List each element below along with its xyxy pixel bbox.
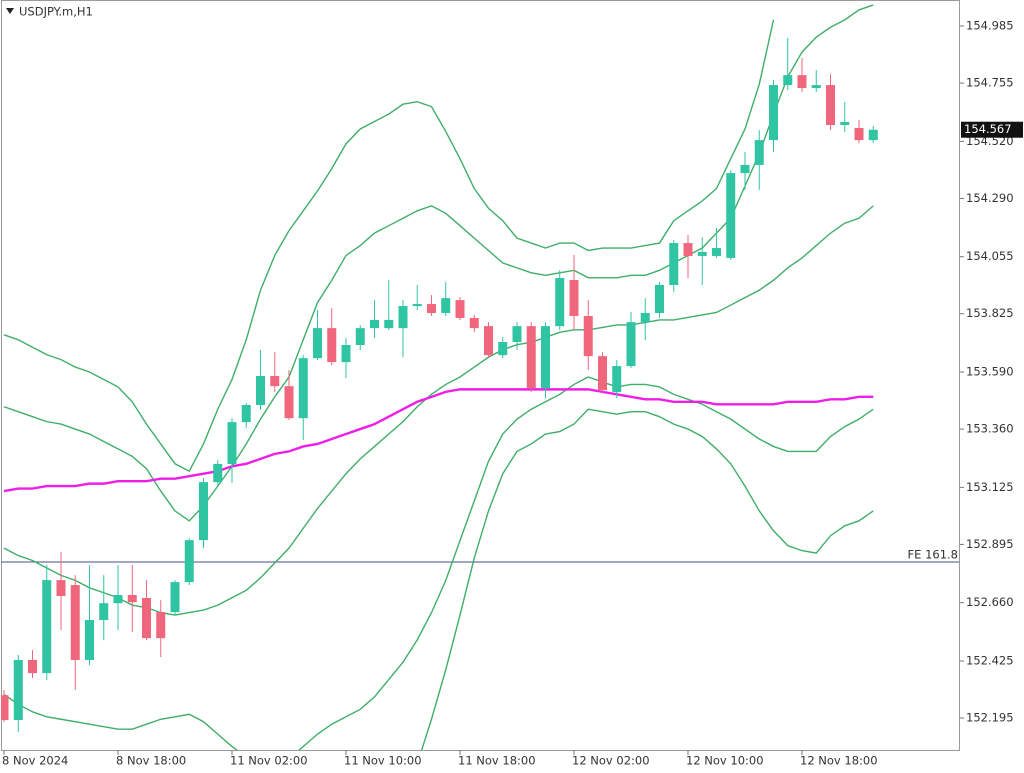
candle-body xyxy=(797,75,807,89)
y-tick-label: 154.985 xyxy=(966,19,1014,33)
candle-body xyxy=(313,328,322,359)
last-price-tag xyxy=(961,121,1023,138)
indicator-line xyxy=(3,19,775,473)
candle-body xyxy=(398,306,408,329)
candle-body xyxy=(598,356,607,391)
candle-body xyxy=(170,582,180,613)
candle-body xyxy=(256,375,265,406)
candle-body xyxy=(441,298,451,313)
y-tick-label: 153.590 xyxy=(966,365,1014,379)
indicator-line xyxy=(3,388,874,493)
candle-body xyxy=(70,585,80,660)
candle-body xyxy=(99,603,109,621)
indicator-line xyxy=(420,408,874,750)
y-tick-label: 152.425 xyxy=(966,653,1014,667)
candle-body xyxy=(854,127,864,141)
chart-title: USDJPY.m,H1 xyxy=(19,5,93,19)
candle-body xyxy=(612,366,622,393)
candle-body xyxy=(769,85,778,141)
candle-body xyxy=(555,278,565,327)
candle-body xyxy=(241,405,251,423)
candle-body xyxy=(412,304,422,307)
x-tick-label: 12 Nov 02:00 xyxy=(572,754,650,768)
candle-body xyxy=(298,358,308,419)
y-tick-label: 154.755 xyxy=(966,76,1014,90)
candle-body xyxy=(469,317,479,329)
candle-body xyxy=(726,173,736,258)
candle-body xyxy=(156,612,166,639)
candle-body xyxy=(868,129,878,141)
candle-body xyxy=(85,620,94,660)
x-tick-label: 12 Nov 18:00 xyxy=(800,754,878,768)
x-tick-label: 8 Nov 2024 xyxy=(2,754,68,768)
candle-body xyxy=(498,342,508,356)
x-tick-label: 11 Nov 10:00 xyxy=(344,754,422,768)
y-tick-label: 152.195 xyxy=(966,711,1014,725)
candle-body xyxy=(455,300,465,318)
candle-body xyxy=(669,243,679,285)
plot-frame xyxy=(1,0,960,751)
candle-body xyxy=(626,322,636,367)
candle-body xyxy=(484,326,493,356)
candle-body xyxy=(583,315,593,357)
candle-body xyxy=(569,280,579,316)
y-tick-label: 154.055 xyxy=(966,249,1014,263)
candle-body xyxy=(355,328,365,345)
y-tick-label: 154.290 xyxy=(966,191,1014,205)
candle-body xyxy=(284,386,294,419)
y-tick-label: 153.825 xyxy=(966,306,1014,320)
y-tick-label: 152.895 xyxy=(966,537,1014,551)
candle-body xyxy=(655,284,664,313)
candle-body xyxy=(370,319,379,329)
candle-body xyxy=(840,122,850,125)
candle-body xyxy=(683,243,693,256)
candle-body xyxy=(783,75,793,86)
candle-body xyxy=(113,594,123,604)
last-price-label: 154.567 xyxy=(964,122,1012,136)
candle-body xyxy=(712,248,721,256)
x-tick-label: 12 Nov 10:00 xyxy=(686,754,764,768)
candle-body xyxy=(341,344,351,363)
indicator-line xyxy=(3,376,874,750)
candle-body xyxy=(1,695,9,720)
menu-triangle[interactable] xyxy=(6,8,14,14)
candle-body xyxy=(740,164,750,174)
candle-body xyxy=(526,326,536,389)
candle-body xyxy=(127,594,137,603)
candle-body xyxy=(384,319,394,329)
y-tick-label: 153.125 xyxy=(966,480,1014,494)
candle-body xyxy=(697,251,707,256)
plot-area xyxy=(1,4,959,750)
y-tick-label: 152.660 xyxy=(966,595,1014,609)
candle-body xyxy=(811,85,821,89)
candle-body xyxy=(512,326,522,343)
candle-body xyxy=(184,540,194,583)
candle-body xyxy=(427,304,436,313)
candle-body xyxy=(13,659,23,720)
level-label: FE 161.8 xyxy=(908,548,958,562)
candle-body xyxy=(826,85,835,125)
candle-body xyxy=(28,659,37,674)
candle-body xyxy=(142,597,151,639)
candle-body xyxy=(227,422,237,465)
candle-body xyxy=(199,482,208,541)
candle-body xyxy=(327,328,337,363)
candle-body xyxy=(213,464,223,483)
candle-body xyxy=(541,326,550,389)
candle-body xyxy=(270,375,280,387)
candle-body xyxy=(640,312,650,323)
candle-body xyxy=(42,580,52,674)
x-tick-label: 11 Nov 02:00 xyxy=(230,754,308,768)
x-tick-label: 11 Nov 18:00 xyxy=(458,754,536,768)
candle-body xyxy=(754,140,764,165)
candle-body xyxy=(56,580,66,596)
x-tick-label: 8 Nov 18:00 xyxy=(116,754,186,768)
y-tick-label: 153.360 xyxy=(966,422,1014,436)
